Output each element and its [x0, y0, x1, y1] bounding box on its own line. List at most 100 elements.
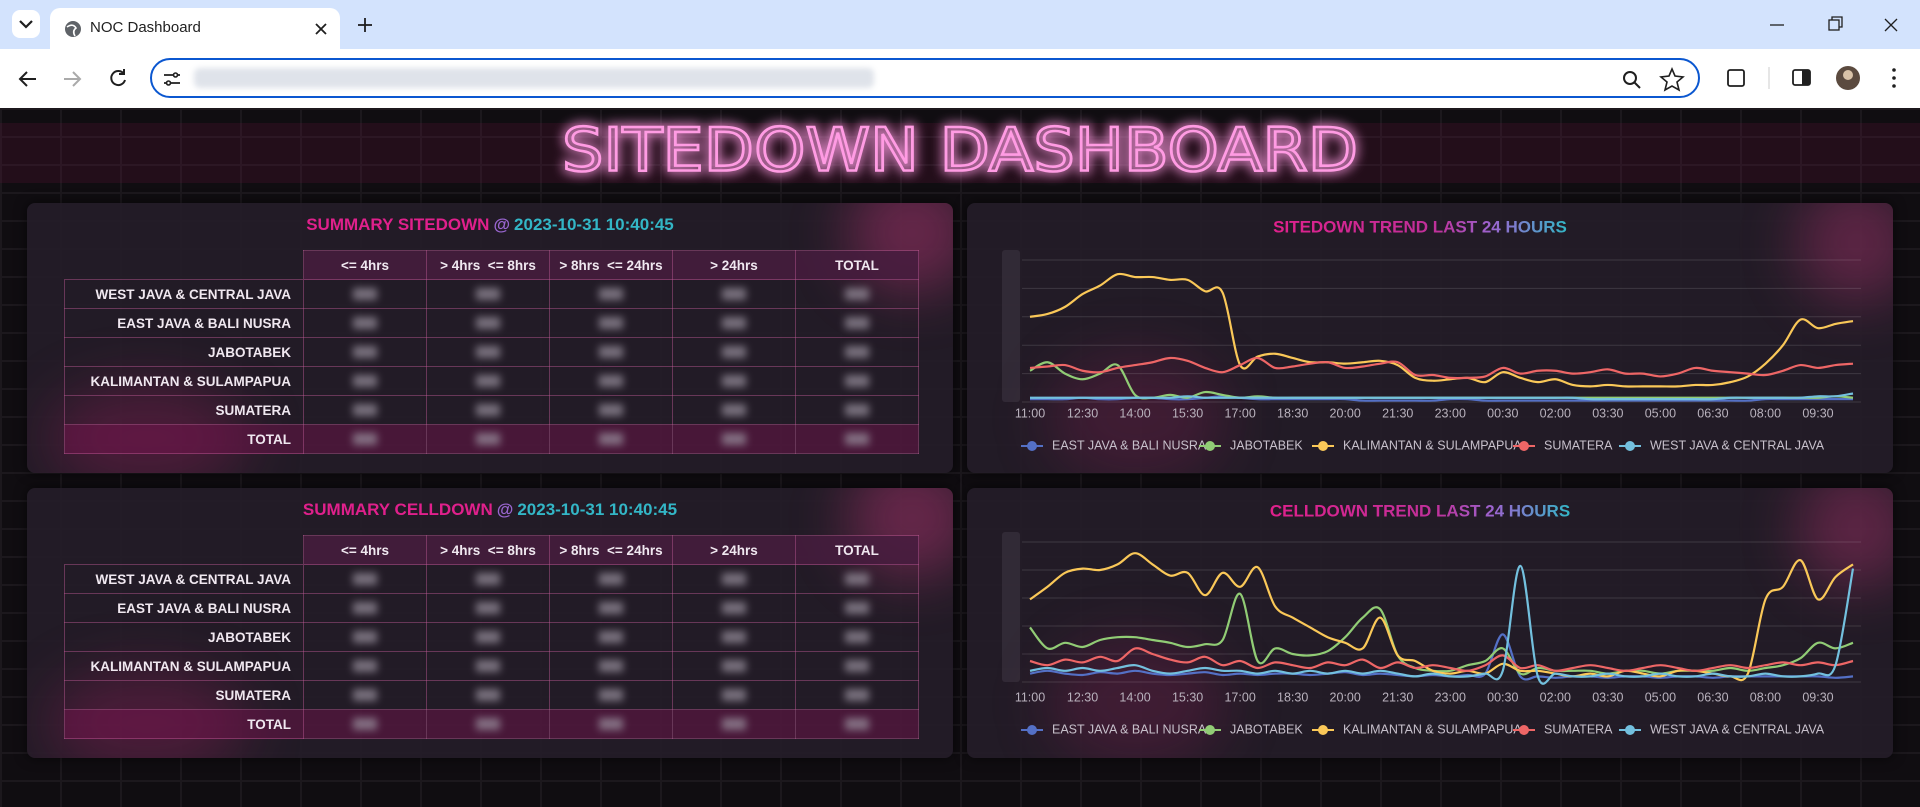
legend-symbol [1318, 441, 1328, 451]
tab-search-button[interactable] [12, 10, 40, 38]
tab[interactable]: NOC Dashboard [50, 8, 340, 49]
redacted-cell [303, 564, 427, 594]
redacted-cell [303, 680, 427, 710]
x-tick-label: 15:30 [1172, 690, 1203, 704]
x-tick-label: 06:30 [1697, 690, 1728, 704]
legend-symbol [1205, 441, 1215, 451]
redacted-cell [303, 395, 427, 425]
forward-button[interactable] [64, 71, 82, 87]
redacted-value [599, 660, 623, 672]
series-line [1030, 392, 1854, 401]
tab-close[interactable] [314, 22, 328, 36]
table-title-at: @ [496, 500, 514, 519]
redacted-cell [795, 424, 919, 454]
menu-button[interactable] [1892, 68, 1896, 72]
toolbar-icons [18, 66, 1896, 92]
x-tick-label: 11:00 [1015, 690, 1045, 704]
redacted-value [845, 404, 869, 416]
redacted-cell [426, 651, 550, 681]
redacted-cell [303, 593, 427, 623]
tab-bar: NOC Dashboard [0, 0, 1920, 49]
site-info-icon[interactable] [162, 69, 182, 89]
redacted-value [722, 317, 746, 329]
redacted-cell [303, 279, 427, 309]
redacted-cell [795, 709, 919, 739]
redacted-value [722, 346, 746, 358]
redacted-cell [303, 709, 427, 739]
redacted-value [476, 404, 500, 416]
series-line [1029, 356, 1854, 380]
row-label: EAST JAVA & BALI NUSRA [64, 308, 304, 338]
tab-favicon [65, 21, 81, 37]
redacted-value [476, 660, 500, 672]
redacted-value [599, 689, 623, 701]
header-corner [64, 250, 304, 280]
back-button[interactable] [18, 71, 36, 87]
redacted-cell [795, 593, 919, 623]
chart-title: SITEDOWN TREND LAST 24 HOURS [1273, 217, 1567, 236]
redacted-value [353, 404, 377, 416]
x-tick-label: 23:00 [1435, 690, 1466, 704]
redacted-value [476, 288, 500, 300]
summary-table: <= 4hrs > 4hrs <= 8hrs > 8hrs <= 24hrs > 24… [64, 535, 919, 739]
redacted-value [353, 346, 377, 358]
extensions-button[interactable] [1727, 69, 1745, 87]
legend-label: KALIMANTAN & SULAMPAPUA [1343, 722, 1522, 736]
table-title-name: SUMMARY SITEDOWN [306, 215, 490, 234]
redacted-cell [426, 279, 550, 309]
redacted-value [476, 317, 500, 329]
redacted-cell [795, 651, 919, 681]
x-tick-label: 20:00 [1330, 406, 1361, 420]
redacted-cell [303, 308, 427, 338]
summary-panel: SUMMARY SITEDOWN @2023-10-31 10:40:45 <= 4… [27, 203, 953, 473]
column-header: > 4hrs <= 8hrs [426, 535, 550, 565]
row-label: JABOTABEK [64, 337, 304, 367]
redacted-value [599, 288, 623, 300]
redacted-value [722, 375, 746, 387]
redacted-value [722, 631, 746, 643]
redacted-value [599, 346, 623, 358]
redacted-value [599, 404, 623, 416]
redacted-value [353, 631, 377, 643]
tab-title: NOC Dashboard [90, 19, 201, 36]
redacted-cell [672, 593, 796, 623]
legend-symbol [1205, 725, 1215, 735]
x-tick-label: 20:00 [1330, 690, 1361, 704]
table-row: EAST JAVA & BALI NUSRA [64, 593, 919, 623]
table-title-at: @ [493, 215, 511, 234]
table-title: SUMMARY CELLDOWN @2023-10-31 10:40:45 [27, 500, 953, 520]
redacted-value [476, 346, 500, 358]
table-title-name: SUMMARY CELLDOWN [302, 500, 493, 519]
redacted-cell [303, 337, 427, 367]
url-redacted [194, 68, 874, 88]
x-tick-label: 09:30 [1802, 406, 1833, 420]
legend-symbol [1519, 441, 1529, 451]
dashboard-header: SITEDOWN DASHBOARD [0, 114, 1920, 187]
redacted-value [476, 689, 500, 701]
table-row: JABOTABEK [64, 337, 919, 367]
table-row: SUMATERA [64, 680, 919, 710]
redacted-value [353, 433, 377, 445]
table-row: SUMATERA [64, 395, 919, 425]
redacted-value [845, 660, 869, 672]
redacted-value [845, 689, 869, 701]
restore-button[interactable] [1828, 19, 1840, 31]
close-button[interactable] [1884, 18, 1898, 32]
zoom-icon[interactable] [1623, 71, 1637, 85]
reload-button[interactable] [110, 69, 126, 87]
x-tick-label: 12:30 [1067, 690, 1098, 704]
row-label: JABOTABEK [64, 622, 304, 652]
redacted-value [353, 602, 377, 614]
tab-bar-icons [12, 10, 1898, 38]
series-line [1029, 564, 1855, 685]
x-tick-label: 12:30 [1067, 406, 1098, 420]
x-tick-label: 18:30 [1277, 690, 1308, 704]
legend-label: SUMATERA [1544, 438, 1613, 452]
x-tick-label: 17:00 [1224, 406, 1255, 420]
column-header: <= 4hrs [303, 535, 427, 565]
row-label: KALIMANTAN & SULAMPAPUA [64, 651, 304, 681]
redacted-cell [426, 593, 550, 623]
redacted-cell [672, 308, 796, 338]
address-bar[interactable] [150, 58, 1700, 98]
